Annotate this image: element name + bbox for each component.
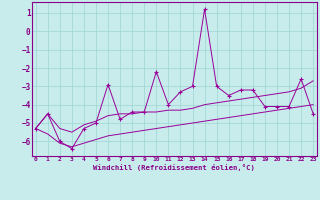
X-axis label: Windchill (Refroidissement éolien,°C): Windchill (Refroidissement éolien,°C)	[93, 164, 255, 171]
